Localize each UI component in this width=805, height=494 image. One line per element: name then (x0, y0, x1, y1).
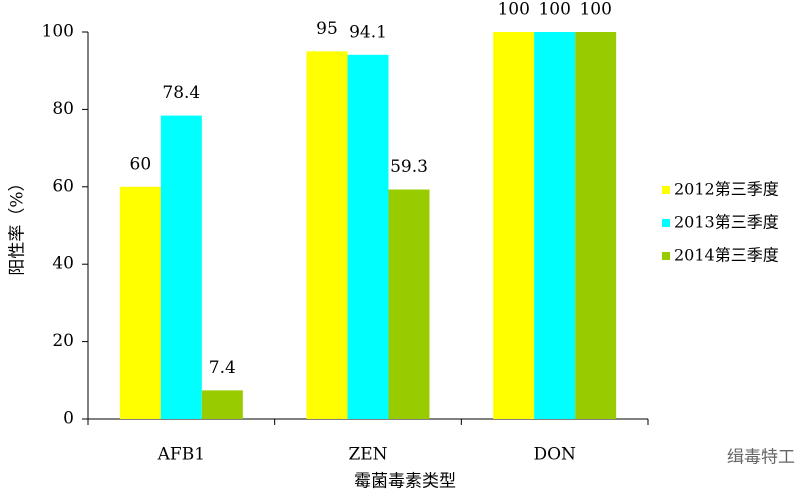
y-tick-label: 0 (63, 409, 74, 429)
y-tick-label: 80 (52, 99, 74, 119)
data-label: 7.4 (209, 358, 236, 378)
x-tick-label: DON (533, 445, 576, 465)
legend-swatch (662, 186, 670, 194)
x-axis-label: 霉菌毒素类型 (354, 472, 456, 492)
watermark: 缉毒特工 (727, 448, 795, 468)
legend-label: 2014第三季度 (674, 246, 779, 265)
data-label: 59.3 (390, 157, 428, 177)
y-axis-label: 阳性率（%） (8, 174, 28, 275)
legend-label: 2013第三季度 (674, 213, 779, 232)
legend-swatch (662, 219, 670, 227)
y-tick-label: 20 (52, 331, 74, 351)
data-label: 60 (130, 154, 152, 174)
y-tick-label: 100 (42, 22, 74, 42)
bar (119, 186, 161, 419)
legend-label: 2012第三季度 (674, 180, 779, 199)
data-label: 95 (316, 19, 338, 39)
data-label: 100 (538, 0, 570, 20)
y-tick-label: 40 (52, 254, 74, 274)
bar (575, 32, 617, 419)
bar (306, 51, 348, 419)
data-label: 100 (579, 0, 611, 20)
bar (388, 189, 430, 419)
x-tick-label: AFB1 (157, 445, 205, 465)
bar (493, 32, 535, 419)
bar (534, 32, 576, 419)
data-label: 100 (497, 0, 529, 20)
bar (201, 390, 243, 419)
data-label: 78.4 (162, 83, 200, 103)
bar (347, 54, 389, 419)
data-label: 94.1 (349, 22, 387, 42)
bar (160, 115, 202, 419)
y-tick-label: 60 (52, 176, 74, 196)
legend-swatch (662, 252, 670, 260)
x-tick-label: ZEN (348, 445, 387, 465)
